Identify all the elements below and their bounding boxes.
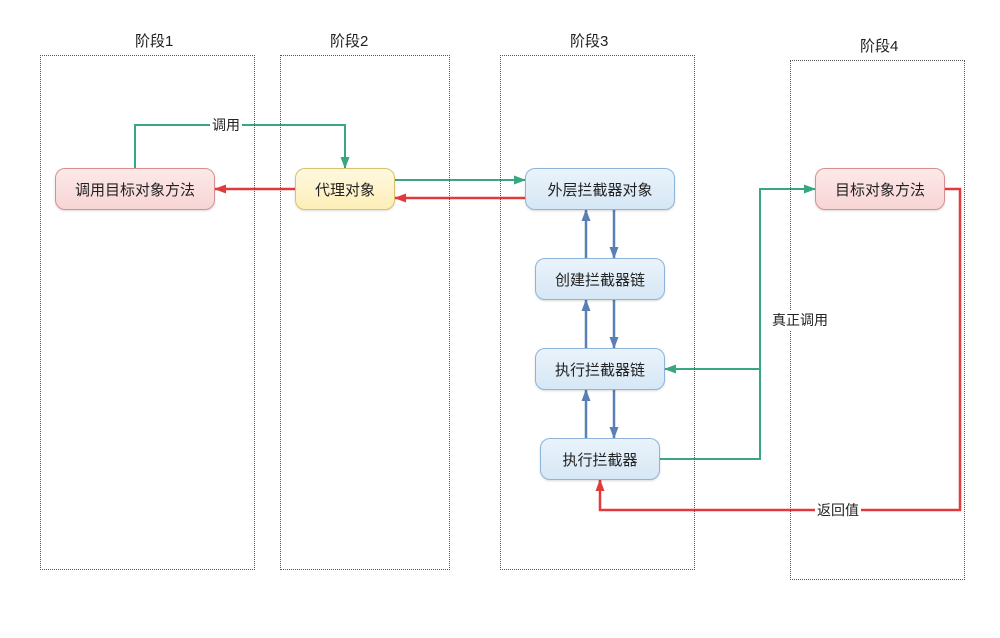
edge-label-e_return: 返回值 [815, 500, 861, 520]
edge-label-e_call: 调用 [210, 115, 242, 135]
node-n3: 外层拦截器对象 [525, 168, 675, 210]
stage-label-stage2: 阶段2 [330, 30, 368, 51]
node-n4: 创建拦截器链 [535, 258, 665, 300]
stage-box-stage2 [280, 55, 450, 570]
node-n6: 执行拦截器 [540, 438, 660, 480]
node-n5: 执行拦截器链 [535, 348, 665, 390]
stage-label-stage1: 阶段1 [135, 30, 173, 51]
edge-label-e_realcall: 真正调用 [770, 310, 830, 330]
stage-label-stage3: 阶段3 [570, 30, 608, 51]
stage-label-stage4: 阶段4 [860, 35, 898, 56]
stage-box-stage3 [500, 55, 695, 570]
node-n2: 代理对象 [295, 168, 395, 210]
node-n1: 调用目标对象方法 [55, 168, 215, 210]
diagram-canvas: { "type": "flowchart", "canvas": { "widt… [0, 0, 1000, 638]
node-n7: 目标对象方法 [815, 168, 945, 210]
